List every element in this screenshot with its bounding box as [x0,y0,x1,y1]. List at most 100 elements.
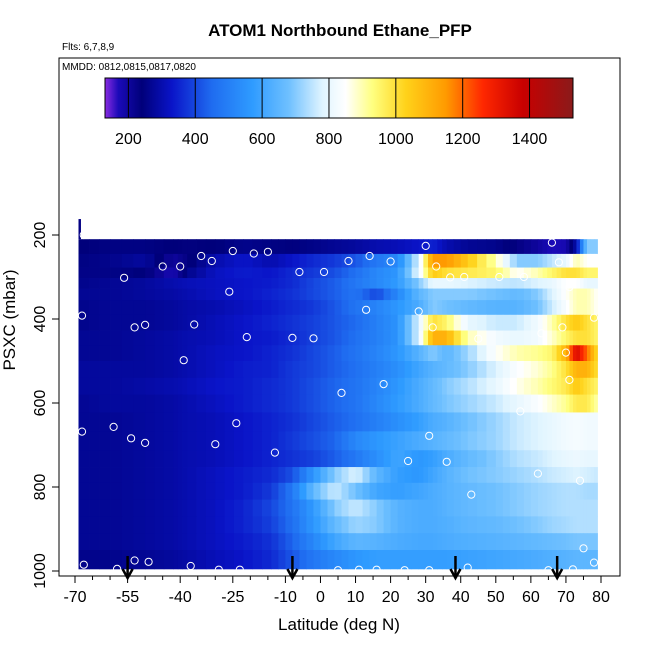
heatmap-cell [355,330,363,346]
heatmap-cell [561,267,567,279]
heatmap-cell [334,300,342,316]
heatmap-cell [278,431,286,451]
heatmap-cell [285,550,293,570]
heatmap-cell [586,450,591,468]
heatmap-cell [486,431,497,451]
sample-point [565,375,574,384]
heatmap-cell [133,267,146,279]
heatmap-cell [442,361,448,379]
heatmap-cell [355,412,363,432]
heatmap-cell [583,394,588,413]
heatmap-cell [154,377,165,395]
heatmap-cell [306,467,314,484]
sample-point [288,333,297,342]
heatmap-cell [334,516,342,534]
heatmap-cell [121,516,134,534]
heatmap-cell [327,431,335,451]
heatmap-cell [516,450,525,468]
heatmap-cell [576,330,581,346]
sample-point [130,556,139,565]
heatmap-cell [542,412,548,432]
heatmap-cell [348,499,356,517]
heatmap-cell [404,499,413,517]
heatmap-cell [278,288,286,301]
heatmap-cell [569,516,574,534]
heatmap-cell [215,516,226,534]
heatmap-cell [133,516,146,534]
heatmap-cell [163,361,174,379]
heatmap-cell [432,314,438,331]
heatmap-cell [327,450,335,468]
heatmap-cell [537,288,543,301]
heatmap-cell [495,361,504,379]
heatmap-cell [205,267,216,279]
heatmap-cell [99,288,111,301]
heatmap-cell [187,467,197,484]
heatmap-cell [196,253,207,268]
heatmap-cell [569,253,574,268]
heatmap-cell [572,361,577,379]
heatmap-cell [453,467,462,484]
heatmap-cell [362,314,370,331]
heatmap-cell [397,278,406,289]
heatmap-cell [404,314,413,331]
heatmap-cell [437,516,443,534]
heatmap-cell [348,300,356,316]
heatmap-cell [173,253,179,268]
heatmap-cell [579,361,584,379]
heatmap-cell [576,377,581,395]
heatmap-cell [173,314,179,331]
heatmap-cell [428,267,434,279]
heatmap-cell [163,394,174,413]
heatmap-cell [163,499,174,517]
heatmap-cell [196,412,207,432]
heatmap-cell [145,253,155,268]
heatmap-cell [215,239,226,255]
heatmap-cell [556,412,562,432]
heatmap-cell [196,361,207,379]
heatmap-cell [369,361,377,379]
heatmap-cell [523,482,532,500]
heatmap-cell [320,288,328,301]
heatmap-cell [205,516,216,534]
x-tick-label: 70 [557,589,575,606]
heatmap-cell [369,377,377,395]
heatmap-cell [467,300,478,316]
heatmap-cell [285,533,293,551]
heatmap-cell [530,394,539,413]
heatmap-cell [278,550,286,570]
heatmap-cell [271,550,279,570]
heatmap-cell [320,314,328,331]
heatmap-cell [205,431,216,451]
heatmap-cell [537,361,543,379]
heatmap-cell [121,330,134,346]
heatmap-cell [215,431,226,451]
heatmap-cell [121,467,134,484]
heatmap-cell [523,533,532,551]
heatmap-cell [446,267,455,279]
heatmap-cell [110,533,123,551]
heatmap-cell [243,278,254,289]
heatmap-cell [154,300,165,316]
heatmap-cell [327,482,335,500]
heatmap-cell [477,499,487,517]
heatmap-cell [215,550,226,570]
heatmap-cell [437,253,443,268]
heatmap-cell [215,450,226,468]
heatmap-cell [355,516,363,534]
heatmap-cell [133,394,146,413]
heatmap-cell [477,550,487,570]
heatmap-cell [523,267,532,279]
heatmap-cell [121,394,134,413]
heatmap-cell [133,345,146,362]
sample-point [141,438,150,447]
heatmap-cell [154,431,165,451]
heatmap-cell [121,482,134,500]
heatmap-cell [423,412,429,432]
heatmap-cell [362,239,370,255]
heatmap-cell [243,516,254,534]
heatmap-cell [252,412,263,432]
heatmap-cell [173,533,179,551]
heatmap-cell [593,361,598,379]
heatmap-cell [285,431,293,451]
